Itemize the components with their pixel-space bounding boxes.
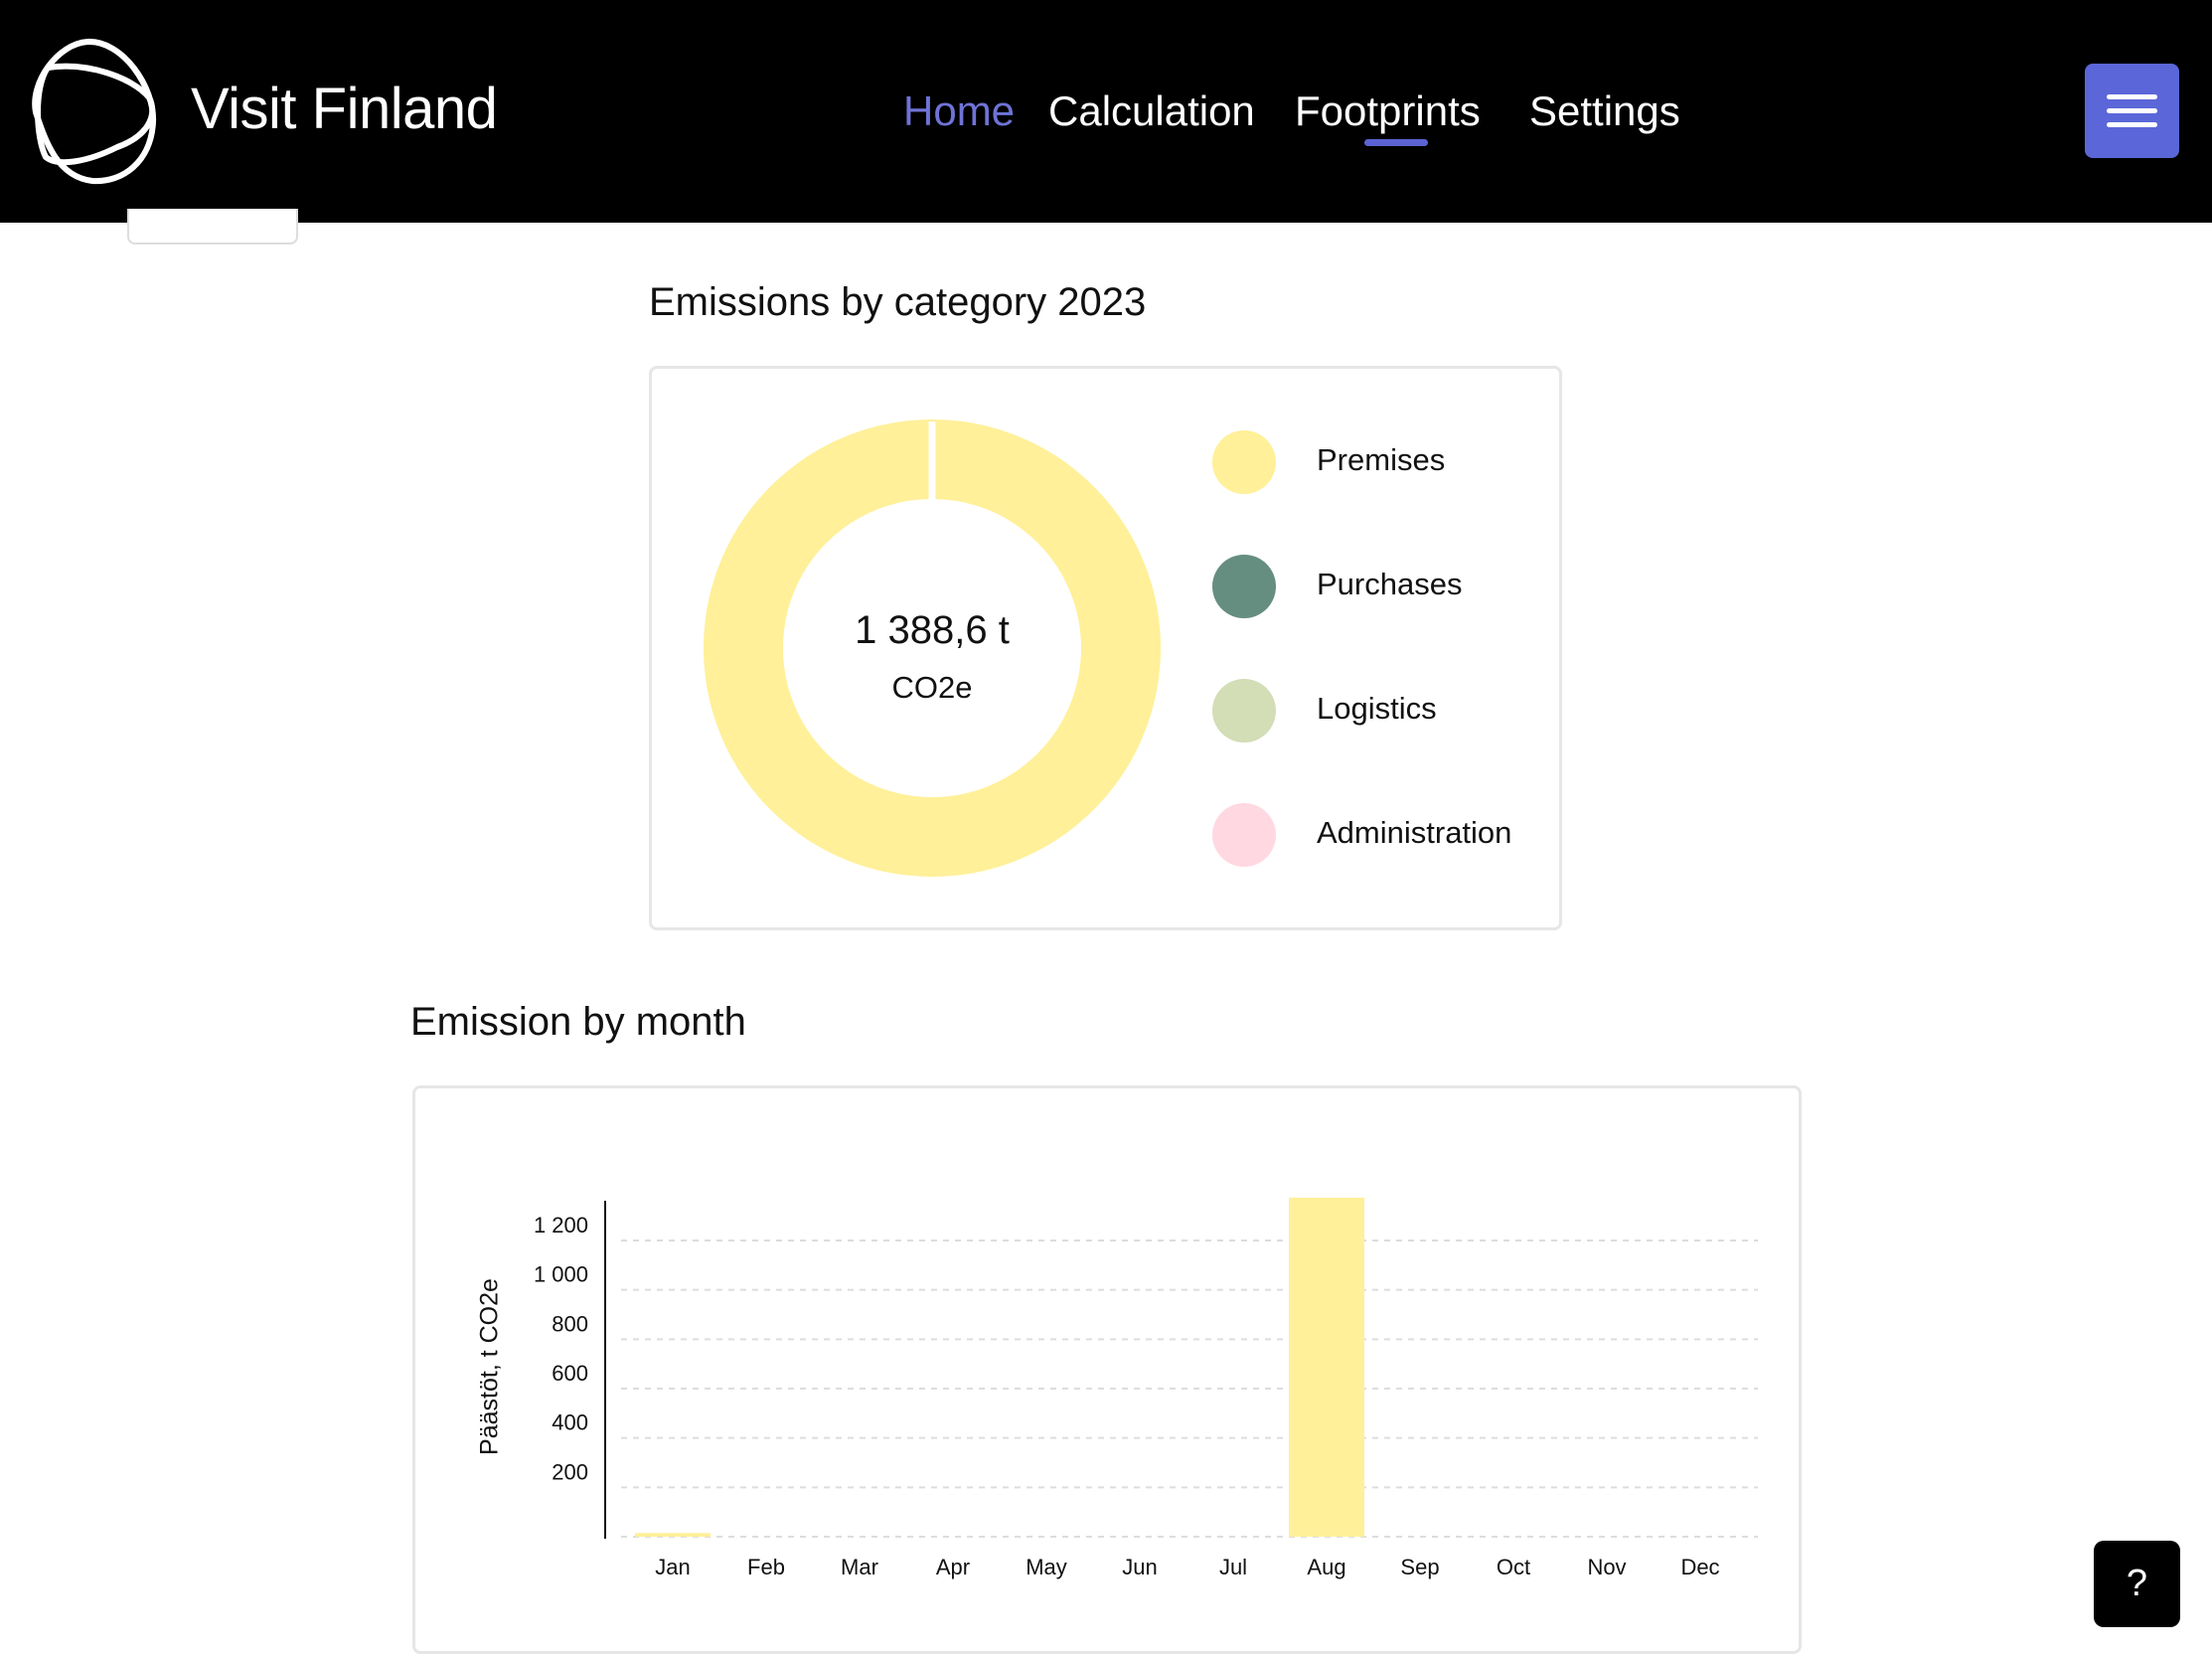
nav-settings[interactable]: Settings: [1529, 87, 1680, 134]
legend-label: Administration: [1317, 815, 1512, 850]
tab-stub[interactable]: [127, 209, 298, 245]
hamburger-icon-line: [2107, 108, 2157, 113]
category-section-title: Emissions by category 2023: [649, 280, 1147, 324]
x-tick-label: May: [1026, 1555, 1067, 1579]
legend-label: Logistics: [1317, 691, 1437, 726]
y-tick-label: 200: [552, 1459, 588, 1484]
legend-label: Premises: [1317, 442, 1446, 477]
x-tick-label: Dec: [1680, 1555, 1719, 1579]
x-tick-label: Mar: [841, 1555, 878, 1579]
y-tick-label: 400: [552, 1410, 588, 1435]
menu-button[interactable]: [2085, 64, 2179, 158]
bar-aug[interactable]: [1289, 1197, 1364, 1537]
month-section-title: Emission by month: [410, 1000, 746, 1044]
x-tick-label: Nov: [1587, 1555, 1626, 1579]
y-tick-label: 1 000: [534, 1262, 588, 1287]
y-tick-label: 600: [552, 1361, 588, 1386]
help-button[interactable]: ?: [2094, 1541, 2180, 1627]
x-tick-label: Jan: [655, 1555, 690, 1579]
y-tick-label: 1 200: [534, 1213, 588, 1238]
x-tick-label: Apr: [936, 1555, 970, 1579]
nav-calculation[interactable]: Calculation: [1048, 87, 1255, 134]
nav-active-underline: [1364, 139, 1428, 146]
brand-name[interactable]: Visit Finland: [191, 77, 498, 141]
donut-chart: [704, 419, 1161, 877]
x-tick-label: Aug: [1307, 1555, 1345, 1579]
month-card: [412, 1085, 1802, 1654]
x-tick-label: Sep: [1400, 1555, 1439, 1579]
bar-jan[interactable]: [635, 1533, 711, 1537]
hamburger-icon: [2107, 94, 2157, 99]
hamburger-icon-line: [2107, 122, 2157, 127]
nav-home[interactable]: Home: [903, 87, 1016, 134]
x-tick-label: Jun: [1122, 1555, 1157, 1579]
x-tick-label: Feb: [747, 1555, 785, 1579]
top-navbar: Visit Finland Home Calculation Footprint…: [0, 0, 2212, 223]
donut-total-value: 1 388,6 t: [855, 608, 1010, 652]
legend-dot: [1212, 679, 1276, 743]
x-tick-label: Oct: [1497, 1555, 1530, 1579]
nav-footprints[interactable]: Footprints: [1295, 87, 1481, 134]
y-tick-label: 800: [552, 1311, 588, 1336]
x-tick-label: Jul: [1219, 1555, 1247, 1579]
y-axis-label: Päästöt, t CO2e: [475, 1278, 504, 1455]
legend-dot: [1212, 555, 1276, 618]
legend-dot: [1212, 430, 1276, 494]
legend-dot: [1212, 803, 1276, 867]
visit-finland-logo-icon[interactable]: [28, 38, 163, 185]
legend-label: Purchases: [1317, 567, 1463, 601]
donut-total-unit: CO2e: [891, 670, 973, 705]
